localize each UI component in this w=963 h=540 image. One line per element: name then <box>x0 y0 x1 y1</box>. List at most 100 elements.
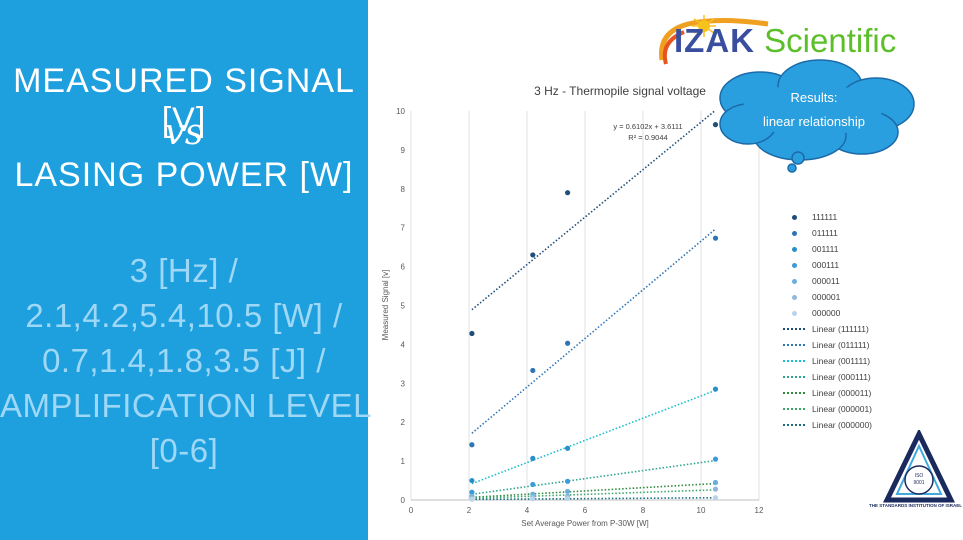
title-panel: MEASURED SIGNAL [V] vs LASING POWER [W] … <box>0 0 372 540</box>
legend-label: Linear (000111) <box>812 372 871 382</box>
x-tick-label: 2 <box>467 506 472 515</box>
data-point <box>712 486 719 492</box>
logo-swoosh-icon <box>659 15 769 65</box>
trendline-r-squared: R² = 0.9044 <box>628 133 667 142</box>
data-point <box>530 367 536 374</box>
legend-line-icon <box>780 360 808 362</box>
svg-text:9001: 9001 <box>913 480 924 486</box>
legend-line-icon <box>780 344 808 346</box>
x-tick-label: 0 <box>409 506 414 515</box>
legend-item-series: 111111 <box>780 209 872 225</box>
legend-label: 000001 <box>812 292 841 302</box>
izak-scientific-logo: IZAK Scientific <box>648 12 954 72</box>
trendline <box>471 489 716 500</box>
data-point <box>530 481 536 488</box>
legend-marker-icon <box>780 214 808 220</box>
data-point <box>712 235 719 241</box>
parameters-block: 3 [Hz] / 2.1,4.2,5.4,10.5 [W] / 0.7,1.4,… <box>0 248 372 473</box>
y-tick-label: 6 <box>401 263 406 272</box>
chart-legend: 111111 011111 001111 000111 000011 000001 0000… <box>780 209 872 433</box>
legend-label: Linear (000001) <box>812 404 873 414</box>
data-point <box>530 496 536 502</box>
legend-marker-icon <box>780 278 808 284</box>
legend-marker-icon <box>780 230 808 236</box>
x-tick-label: 8 <box>641 506 646 515</box>
legend-label: 000011 <box>812 276 840 286</box>
y-tick-label: 4 <box>401 340 406 349</box>
trendline <box>471 389 716 485</box>
legend-marker-icon <box>780 310 808 316</box>
legend-item-series: 000111 <box>780 257 872 273</box>
legend-label: 000000 <box>812 308 841 318</box>
legend-label: Linear (000011) <box>812 388 872 398</box>
results-callout-title: Results: <box>790 90 838 105</box>
legend-line-icon <box>780 328 808 330</box>
logo-izak-text: IZAK <box>674 22 755 59</box>
param-amplification: AMPLIFICATION LEVEL <box>0 387 372 424</box>
data-point <box>712 386 719 392</box>
data-point <box>565 478 571 484</box>
legend-item-trendline: Linear (111111) <box>780 321 872 337</box>
svg-text:ISO: ISO <box>915 473 924 479</box>
y-tick-label: 9 <box>401 146 406 155</box>
legend-label: 000111 <box>812 260 840 270</box>
iso-certification-badge-icon: ISO 9001 <box>883 430 955 503</box>
headline-lasing-power: LASING POWER [W] <box>14 156 354 194</box>
x-tick-label: 10 <box>697 506 706 515</box>
headline-vs: vs <box>164 112 204 153</box>
y-tick-label: 7 <box>401 224 406 233</box>
data-point <box>469 330 475 337</box>
certification-caption: THE STANDARDS INSTITUTION OF ISRAEL <box>869 503 962 508</box>
legend-item-trendline: Linear (001111) <box>780 353 872 369</box>
legend-line-icon <box>780 424 808 426</box>
x-tick-label: 4 <box>525 506 530 515</box>
legend-label: Linear (011111) <box>812 340 870 350</box>
legend-item-series: 000011 <box>780 273 872 289</box>
y-tick-label: 10 <box>396 107 405 116</box>
legend-line-icon <box>780 392 808 394</box>
data-point <box>565 488 571 495</box>
trendline <box>471 496 716 501</box>
data-point <box>712 495 719 501</box>
legend-item-trendline: Linear (000001) <box>780 401 872 417</box>
data-point <box>469 496 475 502</box>
data-point <box>565 495 571 502</box>
results-callout-text: linear relationship <box>763 114 865 129</box>
legend-marker-icon <box>780 294 808 300</box>
data-point <box>712 456 719 462</box>
legend-item-series: 011111 <box>780 225 872 241</box>
legend-label: Linear (111111) <box>812 324 869 334</box>
legend-item-series: 001111 <box>780 241 872 257</box>
data-point <box>530 455 536 461</box>
legend-label: 001111 <box>812 244 839 254</box>
y-tick-label: 0 <box>401 496 406 505</box>
legend-item-trendline: Linear (000111) <box>780 369 872 385</box>
data-point <box>530 252 536 258</box>
logo-wordmark: IZAK Scientific <box>674 22 896 60</box>
data-point <box>469 477 475 484</box>
legend-line-icon <box>780 408 808 410</box>
x-tick-label: 6 <box>583 506 588 515</box>
param-energy: 0.7,1.4,1.8,3.5 [J] / <box>42 342 326 379</box>
data-point <box>712 479 719 486</box>
trendline <box>471 482 716 499</box>
legend-line-icon <box>780 376 808 378</box>
data-point <box>712 122 719 128</box>
headline-measured-signal: MEASURED SIGNAL [V] <box>13 62 355 139</box>
data-point <box>565 340 571 346</box>
legend-marker-icon <box>780 262 808 268</box>
param-amplification-range: [0-6] <box>149 432 219 469</box>
legend-item-series: 000001 <box>780 289 872 305</box>
legend-marker-icon <box>780 246 808 252</box>
trendline-equation: y = 0.6102x + 3.6111 <box>613 122 682 131</box>
y-tick-label: 5 <box>401 302 406 311</box>
data-point <box>565 445 571 451</box>
chart-title: 3 Hz - Thermopile signal voltage <box>534 84 706 98</box>
results-callout: Results: linear relationship <box>730 86 898 134</box>
x-tick-label: 12 <box>755 506 764 515</box>
data-point <box>469 489 475 495</box>
legend-label: 011111 <box>812 228 838 238</box>
legend-label: 111111 <box>812 212 838 222</box>
data-point <box>565 190 571 196</box>
